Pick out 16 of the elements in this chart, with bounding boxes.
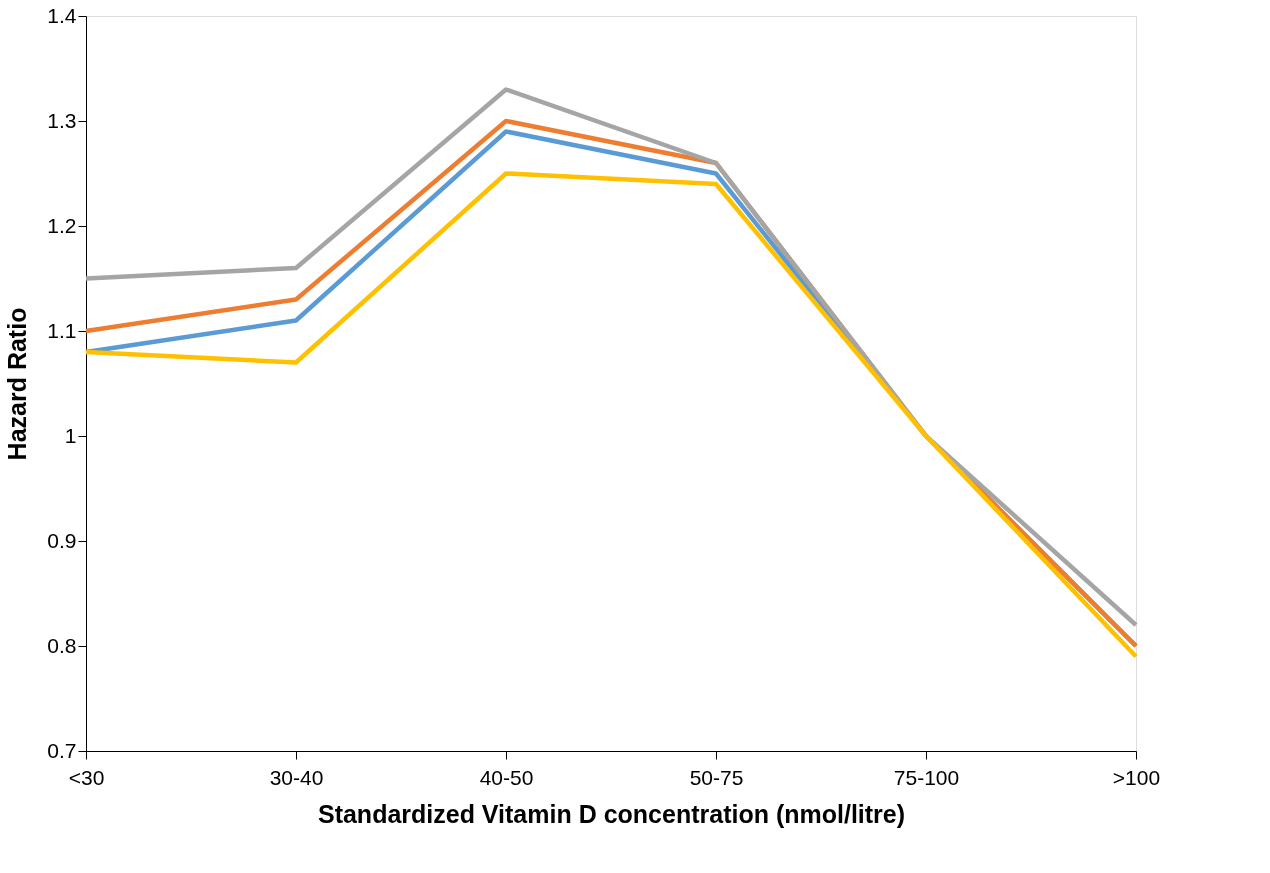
y-tick-label: 1.1	[47, 318, 77, 342]
y-tick-label: 1.2	[47, 213, 77, 237]
x-tick-label: 40-50	[479, 765, 534, 789]
y-tick-label: 1.3	[47, 108, 77, 132]
y-tick-label: 0.8	[47, 633, 77, 657]
x-tick-label: >100	[1112, 765, 1161, 789]
x-tick-label: 50-75	[689, 765, 744, 789]
y-axis-title: Hazard Ratio	[3, 307, 32, 461]
x-tick-label: 30-40	[269, 765, 324, 789]
x-axis-title: Standardized Vitamin D concentration (nmol/litre)	[317, 799, 906, 828]
y-tick-label: 1	[64, 423, 77, 447]
y-tick-label: 1.4	[47, 3, 77, 27]
x-tick-label: <30	[68, 765, 105, 789]
y-tick-label: 0.9	[47, 528, 77, 552]
x-tick-label: 75-100	[893, 765, 960, 789]
y-tick-label: 0.7	[47, 738, 77, 762]
